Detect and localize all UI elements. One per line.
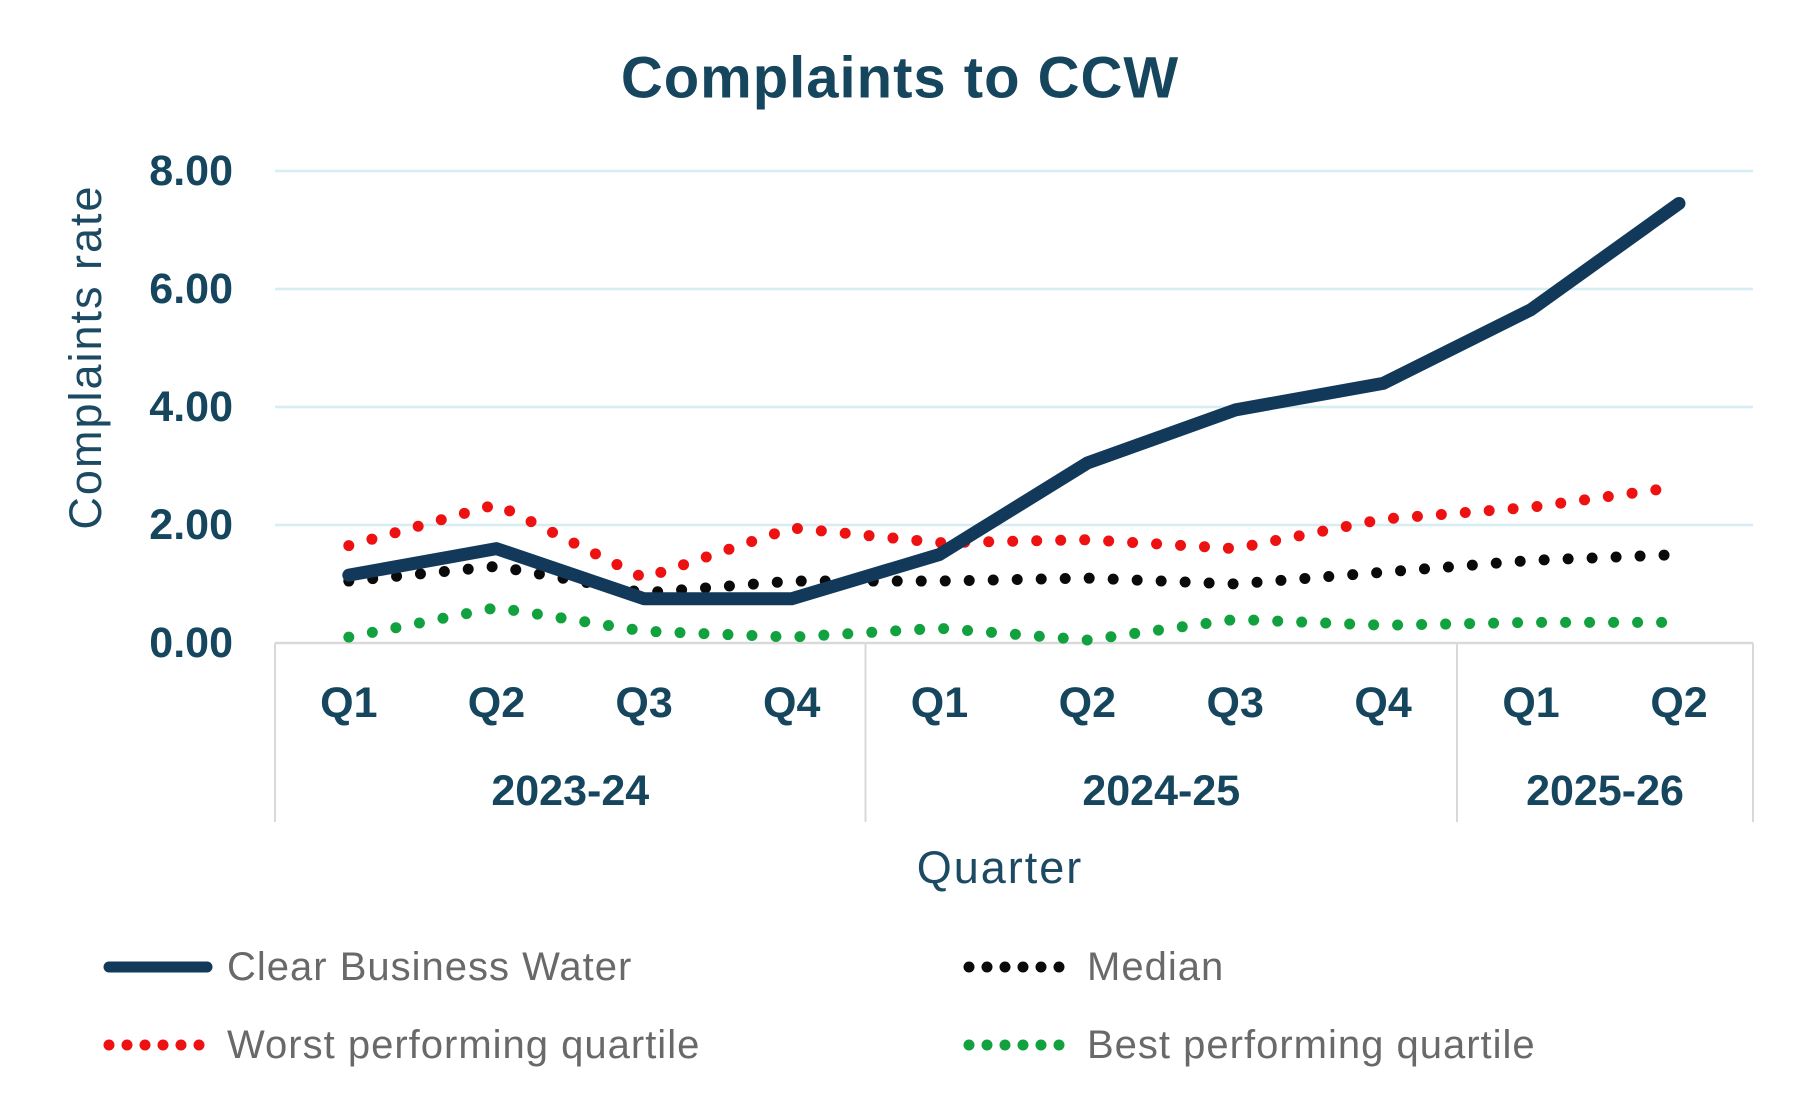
quarter-label: Q1 — [911, 679, 968, 727]
quarter-label: Q4 — [1354, 679, 1411, 727]
y-tick-label: 4.00 — [149, 383, 233, 431]
y-tick-label: 6.00 — [149, 265, 233, 313]
series-line-worst-performing-quartile — [343, 481, 1685, 584]
quarter-label: Q4 — [763, 679, 820, 727]
quarter-label: Q3 — [1207, 679, 1264, 727]
year-label: 2024-25 — [1082, 767, 1240, 815]
quarter-label: Q2 — [1059, 679, 1116, 727]
year-label: 2023-24 — [491, 767, 649, 815]
quarter-label: Q2 — [468, 679, 525, 727]
y-tick-label: 2.00 — [149, 501, 233, 549]
quarter-label: Q1 — [320, 679, 377, 727]
series-line-best-performing-quartile — [343, 602, 1685, 646]
y-axis-title: Complaints rate — [60, 184, 111, 530]
chart-title: Complaints to CCW — [620, 45, 1180, 111]
quarter-label: Q3 — [615, 679, 672, 727]
y-tick-label: 8.00 — [149, 147, 233, 195]
quarter-label: Q1 — [1502, 679, 1559, 727]
series-line-median — [343, 549, 1685, 599]
year-label: 2025-26 — [1526, 767, 1684, 815]
series-line-clear-business-water — [342, 196, 1686, 606]
x-axis-title: Quarter — [916, 842, 1084, 893]
y-tick-label: 0.00 — [149, 619, 233, 667]
quarter-label: Q2 — [1650, 679, 1707, 727]
